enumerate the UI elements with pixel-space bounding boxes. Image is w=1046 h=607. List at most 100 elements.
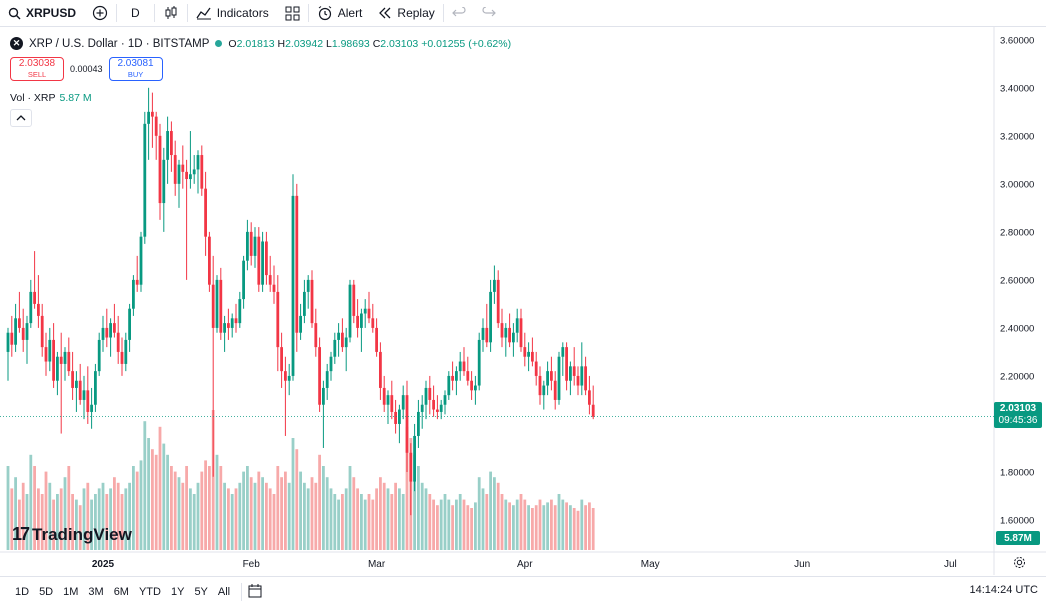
candle-body <box>227 323 230 328</box>
volume-bar <box>261 477 264 550</box>
goto-date-button[interactable] <box>248 583 262 601</box>
symbol-search[interactable]: XRPUSD <box>0 0 84 26</box>
volume-bar <box>314 482 318 550</box>
chart-pane[interactable]: 3.60000 3.40000 3.20000 3.00000 2.80000 2.600… <box>0 27 1046 575</box>
volume-bar <box>18 499 21 550</box>
candle-body <box>470 380 473 391</box>
candle-body <box>352 284 356 316</box>
volume-bar <box>572 508 576 550</box>
candle-body <box>382 387 386 405</box>
candle-body <box>375 327 378 352</box>
range-button-5d[interactable]: 5D <box>39 586 54 598</box>
range-button-3m[interactable]: 3M <box>88 586 104 598</box>
candle-body <box>462 361 466 372</box>
volume-bar <box>128 482 131 550</box>
candle-body <box>458 361 462 372</box>
sell-button[interactable]: 2.03038 SELL <box>10 57 64 81</box>
candle-body <box>272 284 276 292</box>
candle-body <box>234 318 238 324</box>
range-button-1d[interactable]: 1D <box>15 586 30 598</box>
range-button-5y[interactable]: 5Y <box>194 586 208 598</box>
volume-bar <box>531 508 534 550</box>
top-toolbar: XRPUSD D Indicators Alert Re <box>0 0 1046 27</box>
volume-bar <box>401 494 405 550</box>
tradingview-watermark[interactable]: 17 TradingView <box>12 524 132 544</box>
candle-body <box>192 169 196 175</box>
volume-bar <box>310 477 314 550</box>
interval-label: D <box>131 6 140 20</box>
volume-legend: Vol · XRP 5.87 M <box>10 92 92 104</box>
date-range-buttons: 1D 5D 1M 3M 6M YTD 1Y 5Y All <box>0 586 235 598</box>
candle-body <box>196 155 200 170</box>
utc-clock[interactable]: 14:14:24 UTC <box>969 584 1038 596</box>
toolbar-divider <box>153 4 155 22</box>
candle-body <box>242 260 245 300</box>
candle-body <box>215 279 219 328</box>
volume-bar <box>291 438 295 550</box>
layouts-button[interactable] <box>277 0 308 26</box>
candle-body <box>268 275 272 285</box>
interval-button[interactable]: D <box>117 0 154 26</box>
range-button-ytd[interactable]: YTD <box>138 586 161 598</box>
chart-type-button[interactable] <box>155 0 187 26</box>
volume-bar <box>132 466 135 550</box>
volume-bar <box>508 502 511 550</box>
candle-body <box>557 356 561 400</box>
volume-bar <box>344 488 348 550</box>
candle-body <box>553 380 557 400</box>
volume-bar <box>82 488 86 550</box>
redo-button[interactable] <box>474 0 504 26</box>
candle-body <box>489 291 492 343</box>
candle-body <box>512 332 515 343</box>
candle-body <box>534 361 538 376</box>
candle-body <box>177 164 181 184</box>
axis-settings-button[interactable] <box>1013 556 1026 572</box>
volume-bar <box>443 494 447 550</box>
volume-bar <box>14 477 17 550</box>
toolbar-divider <box>442 4 444 22</box>
volume-label[interactable]: Vol · XRP <box>10 92 56 104</box>
candle-body <box>185 171 188 180</box>
candle-body <box>576 375 580 386</box>
volume-bar <box>268 488 272 550</box>
range-button-6m[interactable]: 6M <box>113 586 129 598</box>
undo-button[interactable] <box>444 0 474 26</box>
candle-body <box>303 291 306 316</box>
y-tick-label: 3.20000 <box>1000 131 1034 142</box>
series-title[interactable]: XRP / U.S. Dollar · 1D · BITSTAMP <box>29 37 210 50</box>
volume-bar <box>417 466 420 550</box>
replay-button[interactable]: Replay <box>370 0 442 26</box>
collapse-legend-button[interactable] <box>10 109 32 127</box>
compare-button[interactable] <box>84 0 116 26</box>
price-chart[interactable]: 3.60000 3.40000 3.20000 3.00000 2.80000 2.600… <box>0 27 1046 575</box>
volume-bar <box>451 505 454 550</box>
alert-label: Alert <box>337 6 363 20</box>
alert-button[interactable]: Alert <box>309 0 371 26</box>
candle-body <box>128 308 131 340</box>
candle-body <box>538 375 542 396</box>
volume-bar <box>500 494 504 550</box>
candle-body <box>500 323 504 338</box>
candle-body <box>565 347 568 381</box>
buy-button[interactable]: 2.03081 BUY <box>108 57 163 81</box>
candle-body <box>485 327 489 343</box>
volume-bar <box>496 482 500 550</box>
indicators-label: Indicators <box>216 6 269 20</box>
candle-body <box>322 387 325 405</box>
volume-bar <box>86 482 90 550</box>
indicators-button[interactable]: Indicators <box>188 0 277 26</box>
volume-bar <box>56 494 59 550</box>
market-status-icon[interactable] <box>215 40 223 47</box>
volume-bar <box>352 477 356 550</box>
volume-bar <box>265 482 268 550</box>
range-button-1y[interactable]: 1Y <box>170 586 185 598</box>
candle-body <box>447 375 451 396</box>
range-button-all[interactable]: All <box>217 586 231 598</box>
candle-body <box>584 366 587 391</box>
candle-body <box>113 323 116 333</box>
range-button-1m[interactable]: 1M <box>63 586 79 598</box>
volume-bar <box>588 502 591 550</box>
undo-icon <box>451 7 466 19</box>
volume-bar <box>405 426 409 550</box>
y-tick-label: 3.40000 <box>1000 83 1034 94</box>
